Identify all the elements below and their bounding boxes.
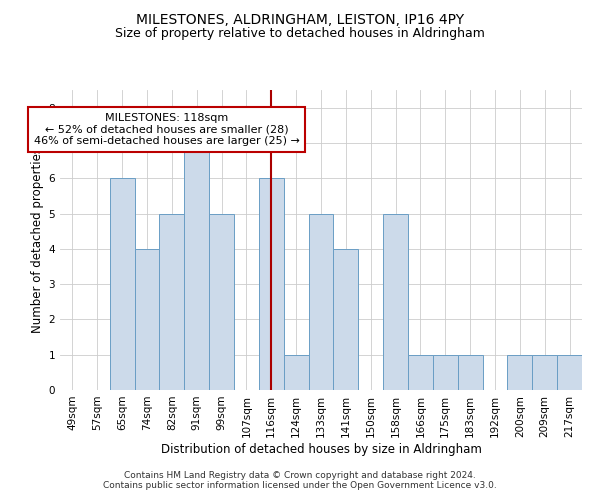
Bar — [532, 354, 557, 390]
Bar — [209, 214, 234, 390]
Bar — [284, 354, 308, 390]
Bar — [308, 214, 334, 390]
Bar — [184, 143, 209, 390]
Bar — [433, 354, 458, 390]
Text: Size of property relative to detached houses in Aldringham: Size of property relative to detached ho… — [115, 28, 485, 40]
Bar — [334, 249, 358, 390]
Bar — [259, 178, 284, 390]
Bar — [160, 214, 184, 390]
Bar — [458, 354, 482, 390]
Bar — [383, 214, 408, 390]
Y-axis label: Number of detached properties: Number of detached properties — [31, 147, 44, 333]
Text: Contains HM Land Registry data © Crown copyright and database right 2024.
Contai: Contains HM Land Registry data © Crown c… — [103, 470, 497, 490]
Text: MILESTONES: 118sqm
← 52% of detached houses are smaller (28)
46% of semi-detache: MILESTONES: 118sqm ← 52% of detached hou… — [34, 113, 300, 146]
Bar — [408, 354, 433, 390]
X-axis label: Distribution of detached houses by size in Aldringham: Distribution of detached houses by size … — [161, 442, 481, 456]
Bar — [134, 249, 160, 390]
Bar — [557, 354, 582, 390]
Bar — [110, 178, 134, 390]
Bar — [508, 354, 532, 390]
Text: MILESTONES, ALDRINGHAM, LEISTON, IP16 4PY: MILESTONES, ALDRINGHAM, LEISTON, IP16 4P… — [136, 12, 464, 26]
